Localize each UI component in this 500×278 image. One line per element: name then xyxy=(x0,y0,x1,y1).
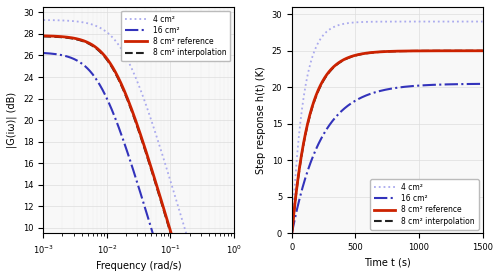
Y-axis label: |G(iω)| (dB): |G(iω)| (dB) xyxy=(7,92,18,148)
Legend: 4 cm², 16 cm², 8 cm² reference, 8 cm² interpolation: 4 cm², 16 cm², 8 cm² reference, 8 cm² in… xyxy=(122,11,230,61)
Legend: 4 cm², 16 cm², 8 cm² reference, 8 cm² interpolation: 4 cm², 16 cm², 8 cm² reference, 8 cm² in… xyxy=(370,179,478,230)
X-axis label: Frequency (rad/s): Frequency (rad/s) xyxy=(96,261,182,271)
X-axis label: Time t (s): Time t (s) xyxy=(364,258,410,268)
Y-axis label: Step response h(t) (K): Step response h(t) (K) xyxy=(256,66,266,174)
